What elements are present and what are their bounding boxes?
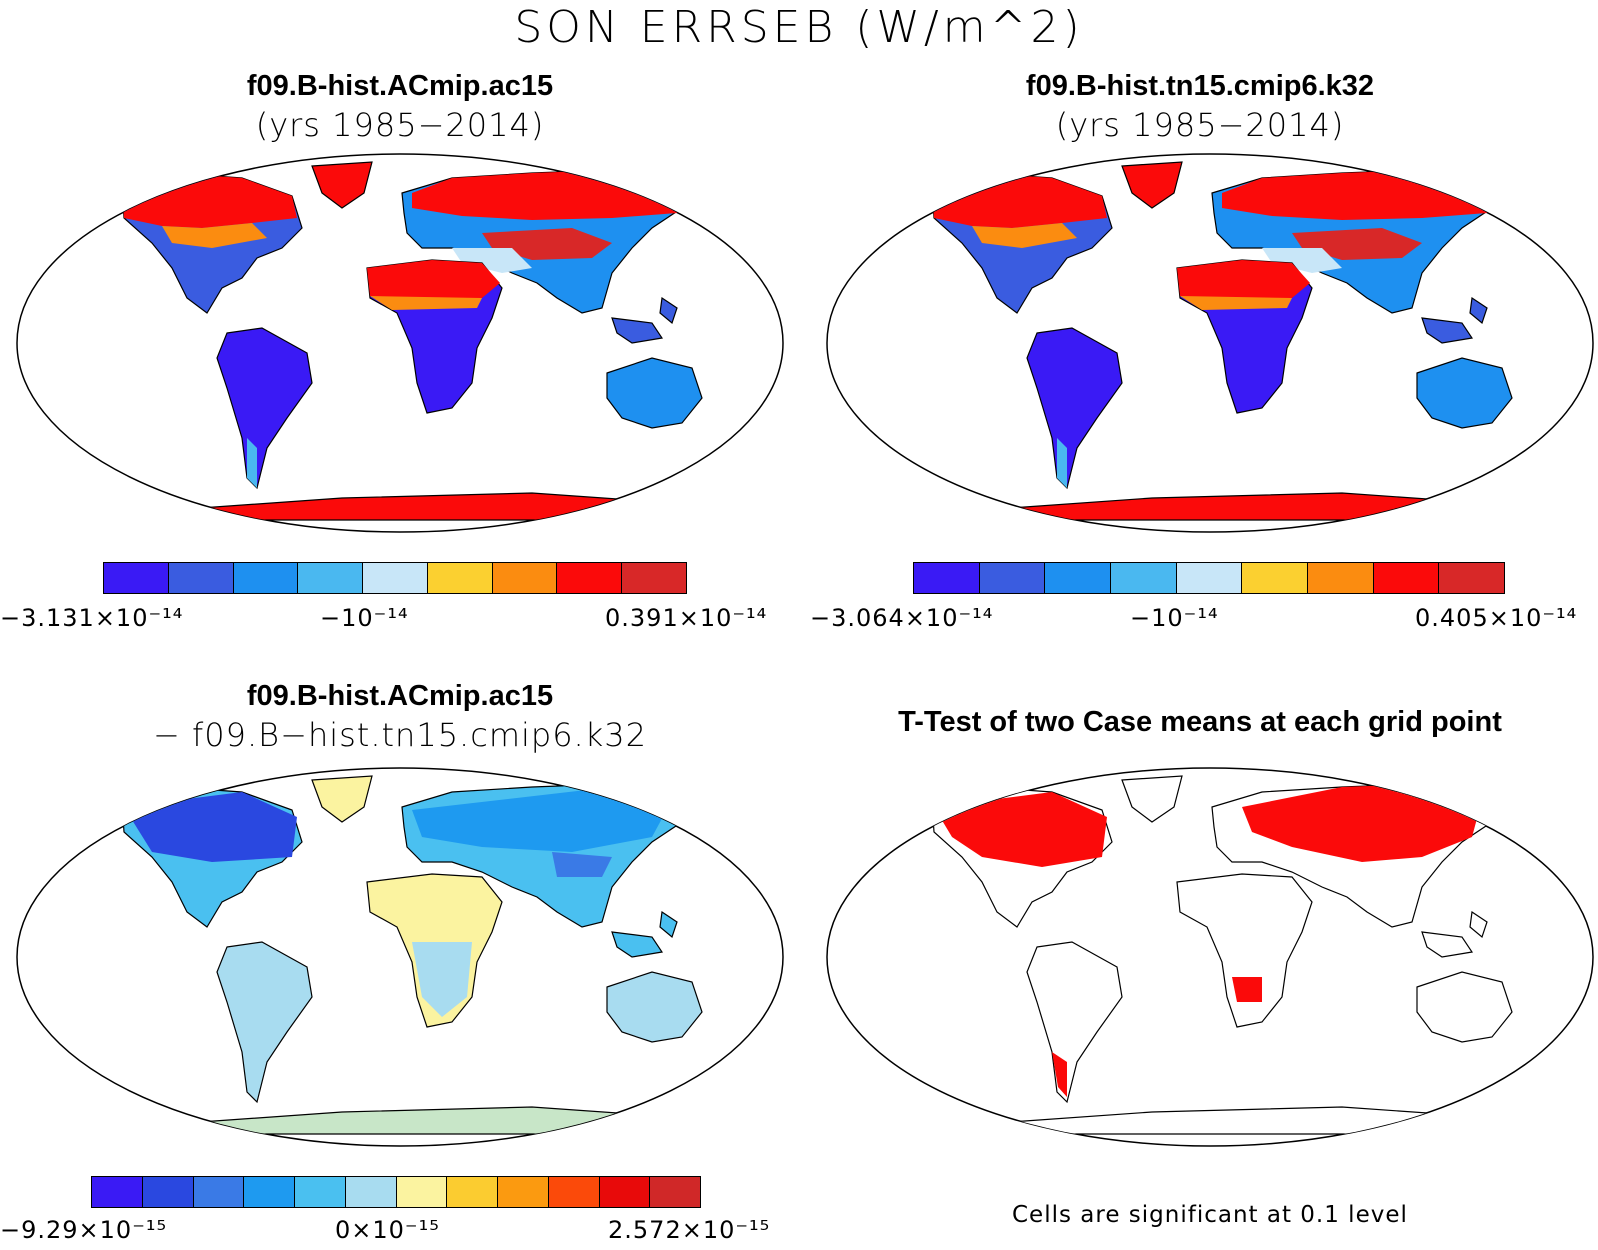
colorbar-swatch-8 [447, 1177, 498, 1207]
colorbar-swatch-2 [979, 563, 1046, 593]
panel-3-colorbar-min-label: −9.29×10⁻¹⁵ [0, 1216, 168, 1244]
colorbar-swatch-1 [914, 563, 980, 593]
panel-4-title: T-Test of two Case means at each grid po… [898, 706, 1502, 738]
panel-3-colorbar-max-label: 2.572×10⁻¹⁵ [608, 1216, 771, 1244]
panel-3-title: f09.B-hist.ACmip.ac15 [246, 680, 554, 712]
colorbar-swatch-9 [1439, 563, 1505, 593]
panel-3-subtitle: − f09.B−hist.tn15.cmip6.k32 [153, 716, 647, 754]
panel-2-colorbar [913, 562, 1505, 594]
panel-2-title: f09.B-hist.tn15.cmip6.k32 [1025, 70, 1375, 102]
colorbar-swatch-9 [498, 1177, 549, 1207]
colorbar-swatch-6 [427, 563, 493, 593]
colorbar-swatch-7 [396, 1177, 448, 1207]
panel-1-colorbar [103, 562, 687, 594]
colorbar-swatch-11 [599, 1177, 651, 1207]
colorbar-swatch-7 [1308, 563, 1374, 593]
colorbar-swatch-5 [363, 563, 428, 593]
figure-title: SON ERRSEB (W/m^2) [514, 2, 1084, 53]
panel-2-map [822, 148, 1598, 538]
colorbar-swatch-4 [1111, 563, 1177, 593]
colorbar-swatch-7 [492, 563, 558, 593]
panel-1-colorbar-min-label: −3.131×10⁻¹⁴ [0, 604, 184, 632]
colorbar-swatch-2 [142, 1177, 194, 1207]
colorbar-swatch-6 [345, 1177, 397, 1207]
panel-1-map [12, 148, 788, 538]
panel-4-map [822, 762, 1598, 1152]
colorbar-swatch-1 [92, 1177, 143, 1207]
colorbar-swatch-3 [233, 563, 299, 593]
panel-2-colorbar-mid-label: −10⁻¹⁴ [1130, 604, 1219, 632]
panel-1-subtitle: (yrs 1985−2014) [255, 106, 545, 144]
panel-3-colorbar [91, 1176, 701, 1208]
colorbar-swatch-1 [104, 563, 169, 593]
colorbar-swatch-9 [622, 563, 687, 593]
colorbar-swatch-3 [193, 1177, 245, 1207]
colorbar-swatch-8 [557, 563, 623, 593]
colorbar-swatch-5 [1176, 563, 1243, 593]
colorbar-swatch-12 [650, 1177, 700, 1207]
colorbar-swatch-6 [1242, 563, 1309, 593]
colorbar-swatch-4 [298, 563, 364, 593]
panel-4-footnote: Cells are significant at 0.1 level [1012, 1202, 1408, 1228]
panel-2-subtitle: (yrs 1985−2014) [1055, 106, 1345, 144]
colorbar-swatch-10 [548, 1177, 600, 1207]
panel-1-colorbar-max-label: 0.391×10⁻¹⁴ [605, 604, 768, 632]
colorbar-swatch-3 [1045, 563, 1112, 593]
colorbar-swatch-2 [168, 563, 234, 593]
panel-2-colorbar-min-label: −3.064×10⁻¹⁴ [810, 604, 994, 632]
panel-3-map [12, 762, 788, 1152]
panel-3-colorbar-mid-label: 0×10⁻¹⁵ [335, 1216, 440, 1244]
colorbar-swatch-8 [1373, 563, 1440, 593]
colorbar-swatch-5 [295, 1177, 346, 1207]
colorbar-swatch-4 [244, 1177, 295, 1207]
panel-1-title: f09.B-hist.ACmip.ac15 [246, 70, 554, 102]
panel-1-colorbar-mid-label: −10⁻¹⁴ [320, 604, 409, 632]
panel-2-colorbar-max-label: 0.405×10⁻¹⁴ [1415, 604, 1578, 632]
